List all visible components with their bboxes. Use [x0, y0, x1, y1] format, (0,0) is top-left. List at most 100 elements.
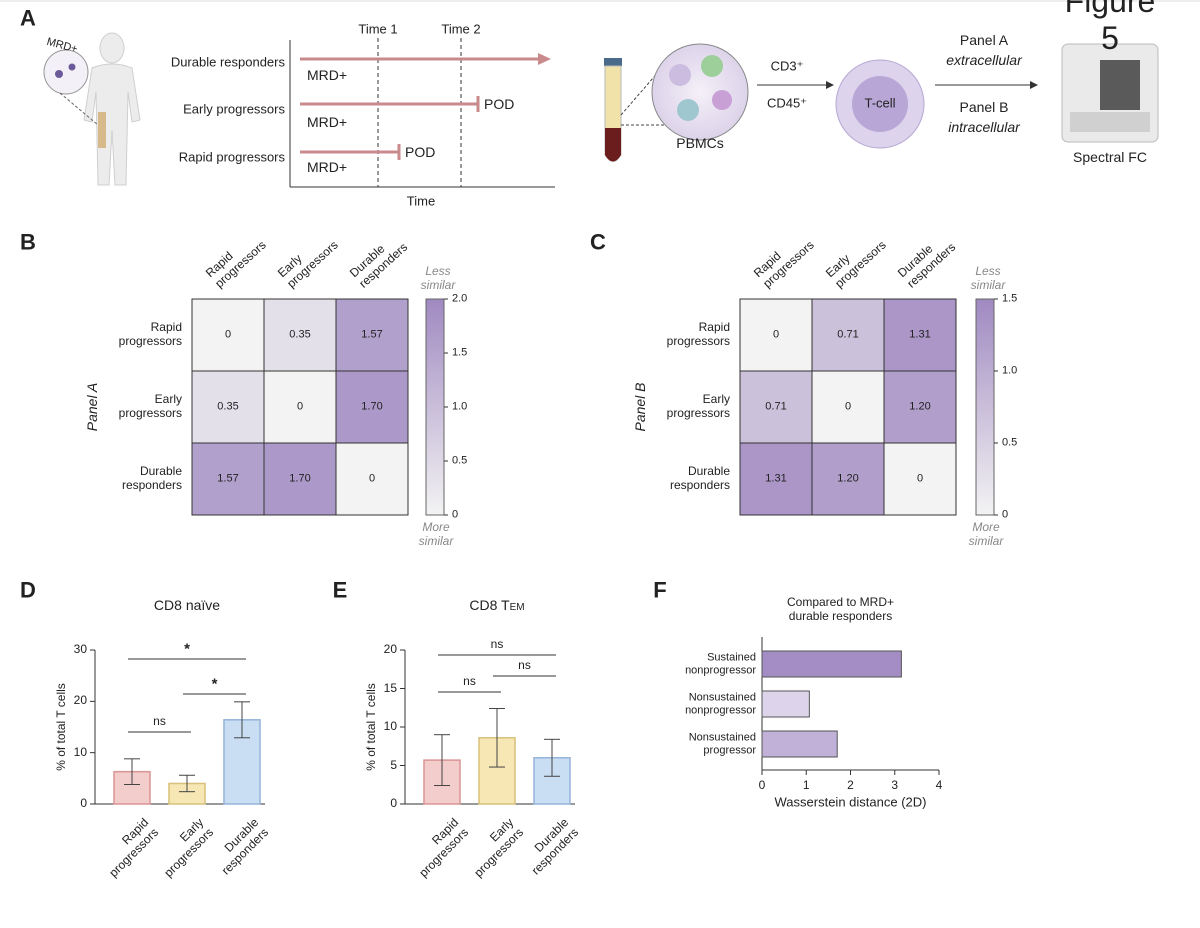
time-label: Time 2	[441, 21, 481, 37]
colorbar-tick-label: 1.5	[1002, 292, 1018, 305]
heatmap-cell	[883, 298, 957, 372]
time-label: Time 1	[358, 21, 398, 37]
instrument-label: Spectral FC	[1073, 148, 1147, 165]
arrow-head	[538, 53, 551, 65]
title-subscript: EM	[509, 601, 525, 613]
y-tick-label: Nonsustained progressor	[688, 731, 756, 756]
heatmap-cell	[739, 370, 813, 444]
patient-icon	[83, 32, 141, 186]
y-axis-label: % of total T cells	[54, 683, 69, 771]
group-label: Early progressors	[183, 101, 285, 117]
cell-label: 0.71	[837, 328, 859, 341]
status-label: MRD+	[307, 113, 348, 130]
sample-label: PBMCs	[676, 134, 724, 151]
arrow-head	[826, 81, 834, 89]
y-tick-label: Nonsustained nonprogressor	[685, 691, 756, 716]
comparison-label: ns	[463, 674, 476, 689]
gating-label: CD45⁺	[766, 95, 808, 111]
chart-title: CD8 T	[469, 596, 510, 613]
heatmap-cell	[739, 442, 813, 516]
heatmap-cell	[811, 298, 885, 372]
panel-letter: C	[590, 229, 606, 255]
gating-label: CD3⁺	[770, 58, 804, 74]
panel-name: Panel B	[959, 98, 1009, 115]
cell-label: 1.31	[765, 472, 787, 485]
panel-kind: extracellular	[946, 51, 1022, 68]
x-axis-label: Wasserstein distance (2D)	[774, 794, 927, 810]
event-label: POD	[405, 143, 436, 160]
y-tick-label: 20	[383, 642, 397, 657]
cell-label: 0.71	[765, 400, 787, 413]
t-cell-nucleus	[852, 76, 908, 132]
cell-label: 0	[772, 328, 780, 341]
y-tick-label: 30	[73, 642, 87, 657]
bar	[761, 650, 902, 678]
row-label: Durable responders	[669, 464, 730, 492]
zoom-line	[59, 92, 99, 126]
x-tick-label: 1	[802, 778, 810, 793]
y-axis-label: % of total T cells	[364, 683, 379, 771]
y-axis-label: Panel A	[83, 382, 100, 432]
colorbar-tick-label: 1.0	[452, 400, 468, 413]
panel-letter: E	[332, 577, 348, 603]
panel-name: Panel A	[959, 31, 1009, 48]
x-tick-label: 4	[935, 778, 943, 793]
cell-icon	[677, 99, 699, 121]
cell-label: 1.57	[217, 472, 239, 485]
heatmap-cell	[883, 370, 957, 444]
y-tick-label: 20	[73, 693, 87, 708]
cell-label: 0	[844, 400, 852, 413]
status-label: MRD+	[307, 66, 348, 83]
comparison-label: *	[184, 640, 190, 658]
row-label: Early progressors	[666, 392, 730, 420]
event-label: POD	[484, 95, 515, 112]
colorbar-tick-label: 0.5	[1002, 436, 1018, 449]
cell-icon	[55, 70, 63, 78]
heatmap-cell	[263, 298, 337, 372]
cell-icon	[712, 90, 732, 110]
colorbar-tick-label: 1.5	[452, 346, 468, 359]
colorbar-tick-label: 1.0	[1002, 364, 1018, 377]
heatmap-cell	[811, 442, 885, 516]
y-tick-label: 0	[80, 796, 87, 811]
row-label: Early progressors	[118, 392, 182, 420]
cytometer-icon	[1061, 43, 1159, 143]
heatmap-cell	[191, 298, 265, 372]
comparison-label: ns	[153, 714, 166, 729]
y-tick-label: 5	[390, 757, 397, 772]
cell-label: 0.35	[217, 400, 239, 413]
cell-label: 0.35	[289, 328, 311, 341]
y-tick-label: 15	[383, 680, 397, 695]
cell-icon	[669, 64, 691, 86]
axis-label: Time	[406, 193, 436, 209]
bar	[761, 730, 838, 758]
comparison-label: ns	[518, 658, 531, 673]
cell-label: 1.31	[909, 328, 931, 341]
cell-label: 1.20	[837, 472, 859, 485]
y-tick-label: Sustained nonprogressor	[685, 651, 756, 676]
chart-title: Compared to MRD+ durable responders	[786, 595, 895, 623]
cell-icon	[68, 63, 76, 71]
blood-layer	[605, 128, 621, 162]
y-axis-label: Panel B	[631, 382, 648, 432]
marrow-zoom	[43, 49, 89, 95]
colorbar-tick-label: 2.0	[452, 292, 468, 305]
comparison-label: ns	[490, 637, 504, 652]
heatmap-cell	[335, 298, 409, 372]
colorbar-bottom-label: More similar	[418, 520, 454, 548]
figure-title: Figure 5	[1064, 0, 1156, 56]
cell-label: 1.20	[909, 400, 931, 413]
colorbar-tick-label: 0	[1002, 508, 1009, 521]
row-label: Rapid progressors	[666, 320, 730, 348]
panel-letter: A	[20, 5, 36, 31]
cell-label: 0	[224, 328, 232, 341]
panel-kind: intracellular	[948, 118, 1020, 135]
cell-label: 1.70	[361, 400, 383, 413]
cell-icon	[701, 55, 723, 77]
heatmap-cell	[335, 442, 409, 516]
cell-label: 0	[368, 472, 376, 485]
cell-label: 0	[296, 400, 304, 413]
y-tick-label: 10	[383, 719, 397, 734]
colorbar-top-label: Less similar	[970, 264, 1006, 292]
